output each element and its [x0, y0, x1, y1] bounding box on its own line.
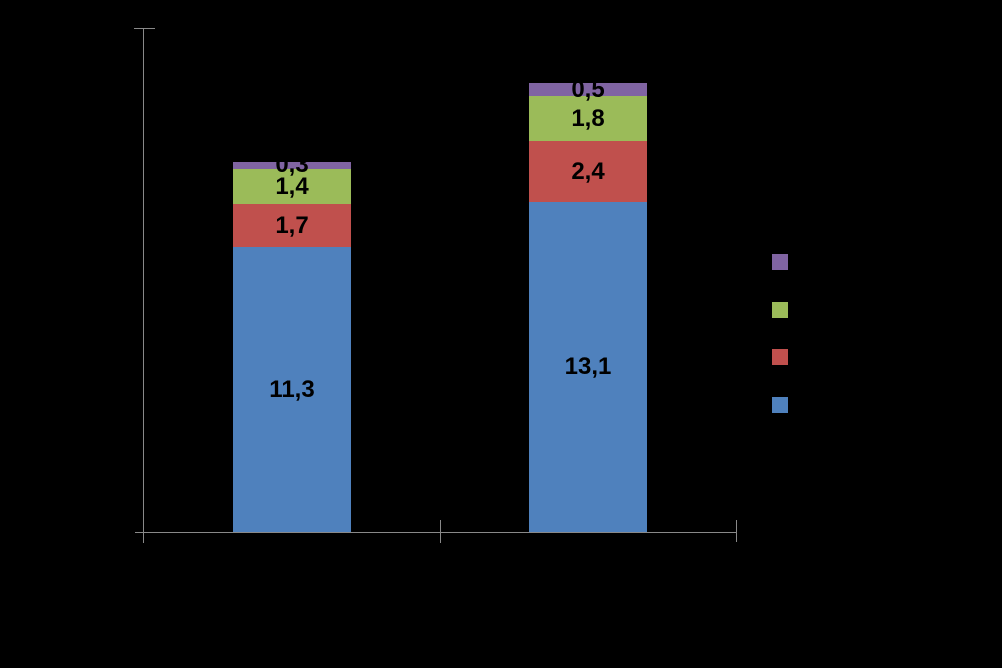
bar-1-segment-blue-series: 11,3 [233, 247, 351, 532]
bar-1-segment-green-series: 1,4 [233, 169, 351, 205]
bar-2-segment-blue-series: 13,1 [529, 201, 647, 532]
green-swatch-icon [772, 301, 788, 318]
stacked-bar-2: 13,1 2,4 1,8 0,5 [529, 77, 647, 532]
x-axis-line [135, 532, 737, 533]
stacked-bar-1: 11,3 1,7 1,4 0,3 [233, 153, 351, 532]
bar-1-segment-red-series: 1,7 [233, 204, 351, 248]
data-label-red-series-2: 2,4 [571, 157, 605, 185]
bar-2-segment-red-series: 2,4 [529, 141, 647, 202]
y-axis-line [143, 28, 144, 543]
x-axis-right-tick [736, 520, 737, 542]
blue-swatch-icon [772, 396, 788, 413]
legend-item-blue [772, 396, 796, 413]
legend-item-green [772, 301, 796, 318]
purple-swatch-icon [772, 254, 788, 270]
data-label-green-series-2: 1,8 [571, 104, 605, 132]
bar-1-segment-purple-series: 0,3 [233, 153, 351, 177]
bar-2-segment-green-series: 1,8 [529, 96, 647, 142]
red-swatch-icon [772, 349, 788, 366]
legend-item-purple [772, 254, 796, 270]
legend-item-red [772, 349, 796, 366]
data-label-blue-series-1: 11,3 [269, 375, 315, 403]
bar-2-segment-purple-series: 0,5 [529, 77, 647, 101]
data-label-green-series-1: 1,4 [275, 172, 309, 200]
x-axis-mid-tick [440, 520, 441, 543]
y-axis-top-tick [134, 28, 155, 29]
data-label-red-series-1: 1,7 [275, 211, 309, 239]
data-label-blue-series-2: 13,1 [564, 352, 612, 380]
